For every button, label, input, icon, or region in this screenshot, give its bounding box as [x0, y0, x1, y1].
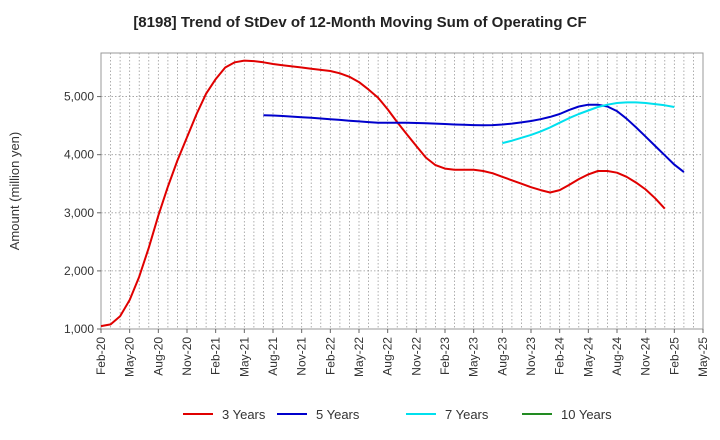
x-tick-label: Aug-21 — [266, 337, 280, 376]
y-axis: 1,000 2,000 3,000 4,000 5,000 — [64, 90, 101, 336]
series-line-1 — [100, 59, 666, 328]
x-tick-label: Nov-23 — [524, 337, 538, 376]
x-tick-label: Nov-22 — [409, 337, 423, 376]
x-tick-label: Aug-24 — [610, 337, 624, 376]
y-axis-label: Amount (million yen) — [7, 132, 22, 251]
legend-label: 7 Years — [445, 407, 489, 422]
x-tick-label: Feb-25 — [667, 337, 681, 375]
x-tick-label: Nov-21 — [295, 337, 309, 376]
x-tick-label: May-23 — [467, 337, 481, 377]
y-tick-label: 4,000 — [64, 148, 94, 162]
x-tick-label: Nov-24 — [639, 337, 653, 376]
chart-title: [8198] Trend of StDev of 12-Month Moving… — [133, 14, 587, 31]
x-tick-label: May-24 — [581, 337, 595, 377]
x-tick-label: May-20 — [123, 337, 137, 377]
x-tick-label: Nov-20 — [180, 337, 194, 376]
y-tick-label: 2,000 — [64, 264, 94, 278]
x-tick-label: Feb-22 — [323, 337, 337, 375]
series-lines — [100, 59, 685, 328]
x-tick-label: Aug-20 — [151, 337, 165, 376]
legend-label: 3 Years — [222, 407, 266, 422]
x-tick-label: May-21 — [237, 337, 251, 377]
x-tick-label: May-22 — [352, 337, 366, 377]
x-tick-label: Aug-22 — [381, 337, 395, 376]
legend-label: 5 Years — [316, 407, 360, 422]
x-tick-label: Aug-23 — [495, 337, 509, 376]
y-tick-label: 3,000 — [64, 206, 94, 220]
series-line-3 — [502, 101, 675, 145]
y-tick-label: 1,000 — [64, 322, 94, 336]
x-tick-label: Feb-23 — [438, 337, 452, 375]
grid — [101, 53, 703, 330]
series-line-2 — [263, 103, 685, 173]
y-tick-label: 5,000 — [64, 90, 94, 104]
x-tick-label: Feb-21 — [209, 337, 223, 375]
x-tick-label: May-25 — [696, 337, 710, 377]
x-tick-label: Feb-24 — [553, 337, 567, 375]
x-axis: Feb-20 May-20 Aug-20 Nov-20 Feb-21 May-21 Aug-… — [94, 329, 710, 377]
x-tick-label: Feb-20 — [94, 337, 108, 375]
legend: 3 Years 5 Years 7 Years 10 Years — [183, 407, 612, 422]
plot-area — [100, 52, 704, 330]
legend-label: 10 Years — [561, 407, 612, 422]
